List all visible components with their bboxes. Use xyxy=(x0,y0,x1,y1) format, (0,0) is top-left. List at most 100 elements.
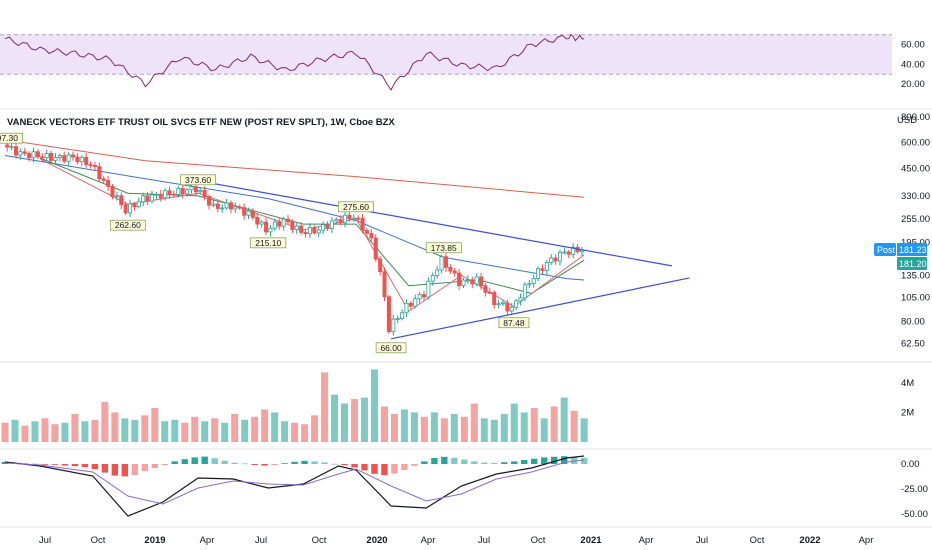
macd-histogram-bar xyxy=(531,458,538,464)
volume-bar xyxy=(450,413,458,442)
candle-body xyxy=(558,251,563,262)
candle-body xyxy=(527,283,532,286)
volume-bar xyxy=(331,394,339,442)
time-tick-label: 2019 xyxy=(144,535,165,546)
candle-body xyxy=(500,302,505,305)
volume-bar xyxy=(11,419,19,442)
price-tick-label: 450.00 xyxy=(901,163,930,174)
candle-body xyxy=(400,312,405,319)
volume-bar xyxy=(420,416,428,442)
candle-body xyxy=(31,151,36,159)
candle-body xyxy=(386,296,391,333)
candle-body xyxy=(404,302,409,314)
volume-bar xyxy=(261,409,269,442)
macd-line xyxy=(4,455,585,517)
macd-histogram-bar xyxy=(291,461,298,464)
candle-body xyxy=(35,151,40,158)
volume-bar xyxy=(580,418,588,442)
volume-bar xyxy=(510,403,518,442)
volume-bar xyxy=(321,372,329,442)
candle-body xyxy=(57,155,62,158)
candle-body xyxy=(66,154,71,162)
price-scale[interactable]: 60.00 40.00 20.00 800.00 600.00 450.00 330.00 2… xyxy=(901,40,930,520)
macd-histogram-bar xyxy=(191,457,198,464)
price-annotation-label: 262.60 xyxy=(115,220,141,230)
volume-bar xyxy=(81,421,89,442)
candle-body xyxy=(123,204,128,214)
candle-body xyxy=(185,189,190,195)
volume-bar xyxy=(430,412,438,442)
volume-bar xyxy=(380,406,388,442)
candle-body xyxy=(49,152,54,161)
macd-histogram-bar xyxy=(391,464,398,474)
volume-bar xyxy=(301,424,309,442)
candle-body xyxy=(417,294,422,300)
time-tick-label: Oct xyxy=(312,535,327,546)
candle-body xyxy=(540,268,545,271)
volume-bar xyxy=(141,415,149,442)
candle-body xyxy=(413,298,418,307)
macd-histogram-bar xyxy=(181,459,188,464)
price-annotation: 275.60 xyxy=(338,201,374,213)
time-tick-label: Oct xyxy=(531,535,546,546)
candle-body xyxy=(338,219,343,224)
macd-histogram-bar xyxy=(451,457,458,464)
candle-body xyxy=(465,279,470,282)
candle-body xyxy=(211,203,216,206)
volume-bar xyxy=(360,397,368,442)
rsi-tick-label: 40.00 xyxy=(901,59,925,70)
macd-histogram-bar xyxy=(541,457,548,464)
candle-body xyxy=(549,257,554,263)
volume-bar xyxy=(560,397,568,442)
volume-tick-label: 2M xyxy=(901,407,914,418)
macd-histogram-bar xyxy=(31,463,39,465)
candle-body xyxy=(435,269,440,276)
candle-body xyxy=(369,232,374,239)
macd-histogram-bar xyxy=(281,463,288,464)
candle-body xyxy=(426,280,431,298)
time-scale[interactable]: Jul Oct 2019 Apr Jul Oct 2020 Apr Jul Oct 2021 Apr J… xyxy=(39,535,873,546)
candle-body xyxy=(163,190,168,199)
time-tick-label: Oct xyxy=(91,535,106,546)
last-price-value: 181.23 xyxy=(899,245,927,255)
price-annotation-label: 66.00 xyxy=(380,343,402,353)
volume-bar xyxy=(540,418,548,442)
volume-bar xyxy=(291,422,299,442)
volume-bar xyxy=(91,419,99,442)
macd-histogram-bar xyxy=(351,464,358,468)
candle-body xyxy=(202,189,207,198)
candle-body xyxy=(264,221,269,233)
candle-body xyxy=(40,156,45,159)
candle-body xyxy=(255,217,260,225)
volume-bar xyxy=(71,413,79,442)
price-annotation: 66.00 xyxy=(375,342,407,354)
macd-histogram-bar xyxy=(381,464,388,476)
candle-body xyxy=(198,189,203,193)
volume-bar xyxy=(111,412,119,442)
volume-bar xyxy=(1,422,9,442)
candle-body xyxy=(452,270,457,274)
price-annotation: 215.10 xyxy=(250,237,287,249)
price-tick-label: 255.00 xyxy=(901,214,930,225)
candle-body xyxy=(325,224,330,230)
volume-bar xyxy=(530,407,538,442)
candle-body xyxy=(457,272,462,286)
price-annotation: 173.85 xyxy=(425,242,462,254)
candle-body xyxy=(544,262,549,271)
candle-body xyxy=(193,186,198,193)
candle-body xyxy=(158,193,163,199)
macd-histogram-bar xyxy=(61,464,69,466)
candle-body xyxy=(518,297,523,302)
candle-body xyxy=(101,178,106,181)
price-annotation-box xyxy=(0,132,23,144)
price-annotation-box xyxy=(498,317,530,329)
volume-bar xyxy=(221,422,229,442)
price-annotation: 262.60 xyxy=(109,219,146,231)
candle-body xyxy=(71,154,76,158)
price-tick-label: 600.00 xyxy=(901,138,930,149)
candle-body xyxy=(356,217,361,220)
macd-histogram-bar xyxy=(221,460,228,464)
candle-body xyxy=(171,193,176,196)
candle-body xyxy=(259,221,264,225)
